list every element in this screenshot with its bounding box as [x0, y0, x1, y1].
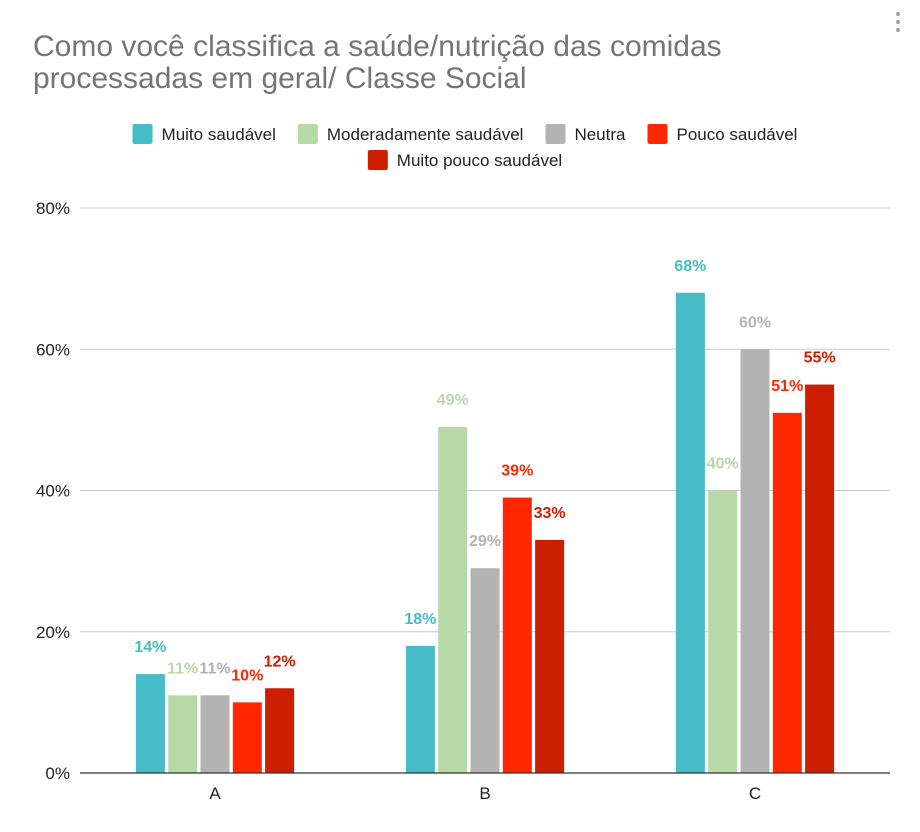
legend-label: Muito saudável [162, 125, 276, 144]
legend-label: Neutra [574, 125, 626, 144]
x-tick-label: A [209, 784, 221, 803]
data-label: 12% [264, 653, 296, 670]
data-label: 49% [437, 392, 469, 409]
data-label: 55% [804, 350, 836, 367]
data-label: 40% [707, 456, 739, 473]
bar [740, 349, 770, 773]
data-label: 11% [167, 660, 198, 677]
bar [135, 674, 165, 773]
bar [502, 497, 532, 773]
y-tick-label: 60% [36, 340, 70, 359]
data-label: 68% [674, 258, 706, 275]
data-label: 51% [771, 378, 803, 395]
bar [232, 702, 262, 773]
bar [168, 695, 198, 773]
legend-swatch [545, 124, 566, 144]
legend-swatch [132, 124, 153, 144]
y-tick-label: 40% [36, 482, 70, 501]
legend-item: Neutra [545, 124, 626, 144]
chart-title-line-2: processadas em geral/ Classe Social [33, 62, 527, 95]
more-vert-icon[interactable] [895, 12, 901, 36]
legend-label: Moderadamente saudável [327, 125, 524, 144]
legend-swatch [367, 150, 388, 170]
legend-item: Muito pouco saudável [367, 150, 562, 170]
legend-swatch [297, 124, 318, 144]
bar [675, 292, 705, 773]
legend-item: Moderadamente saudável [297, 124, 524, 144]
data-label: 39% [501, 463, 533, 480]
data-label: 29% [469, 533, 501, 550]
data-label: 11% [199, 660, 230, 677]
bar [535, 539, 565, 773]
legend-label: Pouco saudável [676, 125, 797, 144]
y-tick-label: 0% [45, 764, 70, 783]
bar [772, 412, 802, 773]
bar [265, 688, 295, 773]
data-label: 18% [404, 611, 436, 628]
data-label: 60% [739, 314, 771, 331]
bar [200, 695, 230, 773]
bar [470, 568, 500, 773]
y-tick-label: 80% [36, 199, 70, 218]
data-label: 14% [134, 639, 166, 656]
legend-swatch [647, 124, 668, 144]
data-label: 10% [231, 667, 263, 684]
x-tick-label: B [479, 784, 490, 803]
bar [438, 426, 468, 773]
bar [805, 384, 835, 773]
legend-label: Muito pouco saudável [397, 151, 562, 170]
data-label: 33% [534, 505, 566, 522]
chart-title-line-1: Como você classifica a saúde/nutrição da… [33, 30, 722, 63]
x-tick-label: C [749, 784, 761, 803]
bar [708, 490, 738, 773]
y-tick-label: 20% [36, 623, 70, 642]
legend-item: Muito saudável [132, 124, 276, 144]
bar [405, 645, 435, 773]
legend-item: Pouco saudável [647, 124, 797, 144]
